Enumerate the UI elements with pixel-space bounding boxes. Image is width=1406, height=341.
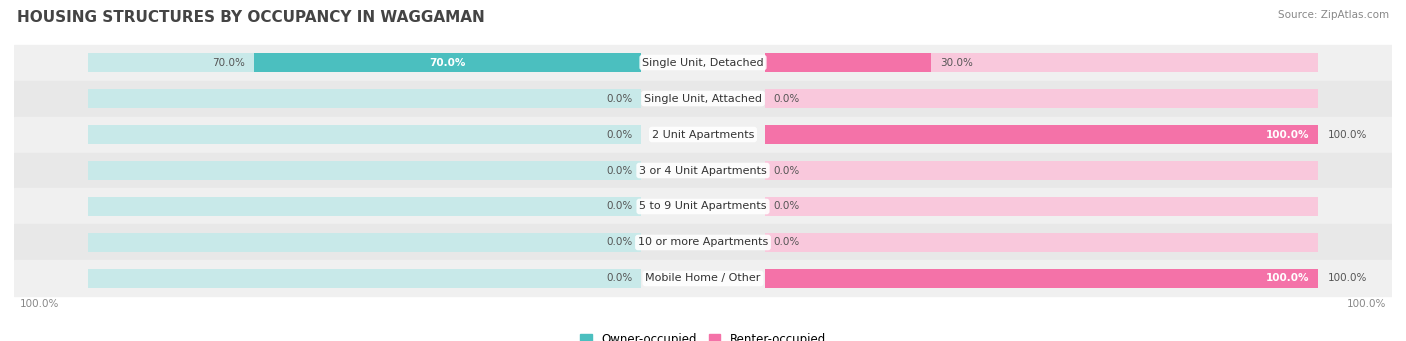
Bar bbox=[765, 233, 1319, 252]
Bar bbox=[14, 224, 1392, 261]
Text: 0.0%: 0.0% bbox=[606, 165, 633, 176]
Bar bbox=[765, 53, 931, 72]
Text: 0.0%: 0.0% bbox=[773, 93, 800, 104]
Bar bbox=[14, 152, 1392, 189]
Bar bbox=[14, 189, 1392, 224]
Text: 0.0%: 0.0% bbox=[773, 165, 800, 176]
Text: 100.0%: 100.0% bbox=[1327, 273, 1367, 283]
Text: 5 to 9 Unit Apartments: 5 to 9 Unit Apartments bbox=[640, 202, 766, 211]
Bar bbox=[765, 269, 1319, 288]
Text: 30.0%: 30.0% bbox=[939, 58, 973, 68]
Bar bbox=[765, 125, 1319, 144]
Bar bbox=[765, 161, 1319, 180]
Bar bbox=[87, 197, 641, 216]
Text: 100.0%: 100.0% bbox=[1265, 130, 1309, 139]
Bar bbox=[14, 80, 1392, 117]
Text: 100.0%: 100.0% bbox=[20, 299, 59, 309]
Legend: Owner-occupied, Renter-occupied: Owner-occupied, Renter-occupied bbox=[575, 329, 831, 341]
Bar bbox=[765, 269, 1319, 288]
Bar bbox=[765, 53, 1319, 72]
Text: 100.0%: 100.0% bbox=[1347, 299, 1386, 309]
Bar bbox=[87, 161, 641, 180]
Text: 100.0%: 100.0% bbox=[1265, 273, 1309, 283]
Bar bbox=[87, 269, 641, 288]
Text: 70.0%: 70.0% bbox=[212, 58, 245, 68]
Bar bbox=[254, 53, 641, 72]
Text: 0.0%: 0.0% bbox=[606, 237, 633, 248]
Bar bbox=[87, 53, 641, 72]
Text: Mobile Home / Other: Mobile Home / Other bbox=[645, 273, 761, 283]
Bar bbox=[14, 117, 1392, 152]
Text: 0.0%: 0.0% bbox=[606, 202, 633, 211]
Text: 10 or more Apartments: 10 or more Apartments bbox=[638, 237, 768, 248]
Bar bbox=[87, 89, 641, 108]
Bar bbox=[14, 261, 1392, 296]
Text: Single Unit, Attached: Single Unit, Attached bbox=[644, 93, 762, 104]
Text: HOUSING STRUCTURES BY OCCUPANCY IN WAGGAMAN: HOUSING STRUCTURES BY OCCUPANCY IN WAGGA… bbox=[17, 10, 485, 25]
Text: 0.0%: 0.0% bbox=[773, 237, 800, 248]
Bar bbox=[14, 45, 1392, 80]
Bar bbox=[765, 89, 1319, 108]
Text: 70.0%: 70.0% bbox=[430, 58, 465, 68]
Text: Single Unit, Detached: Single Unit, Detached bbox=[643, 58, 763, 68]
Text: 100.0%: 100.0% bbox=[1327, 130, 1367, 139]
Text: 0.0%: 0.0% bbox=[773, 202, 800, 211]
Bar bbox=[765, 125, 1319, 144]
Bar bbox=[87, 233, 641, 252]
Text: Source: ZipAtlas.com: Source: ZipAtlas.com bbox=[1278, 10, 1389, 20]
Bar bbox=[765, 197, 1319, 216]
Text: 0.0%: 0.0% bbox=[606, 93, 633, 104]
Text: 2 Unit Apartments: 2 Unit Apartments bbox=[652, 130, 754, 139]
Text: 3 or 4 Unit Apartments: 3 or 4 Unit Apartments bbox=[640, 165, 766, 176]
Text: 0.0%: 0.0% bbox=[606, 273, 633, 283]
Bar bbox=[87, 125, 641, 144]
Text: 0.0%: 0.0% bbox=[606, 130, 633, 139]
